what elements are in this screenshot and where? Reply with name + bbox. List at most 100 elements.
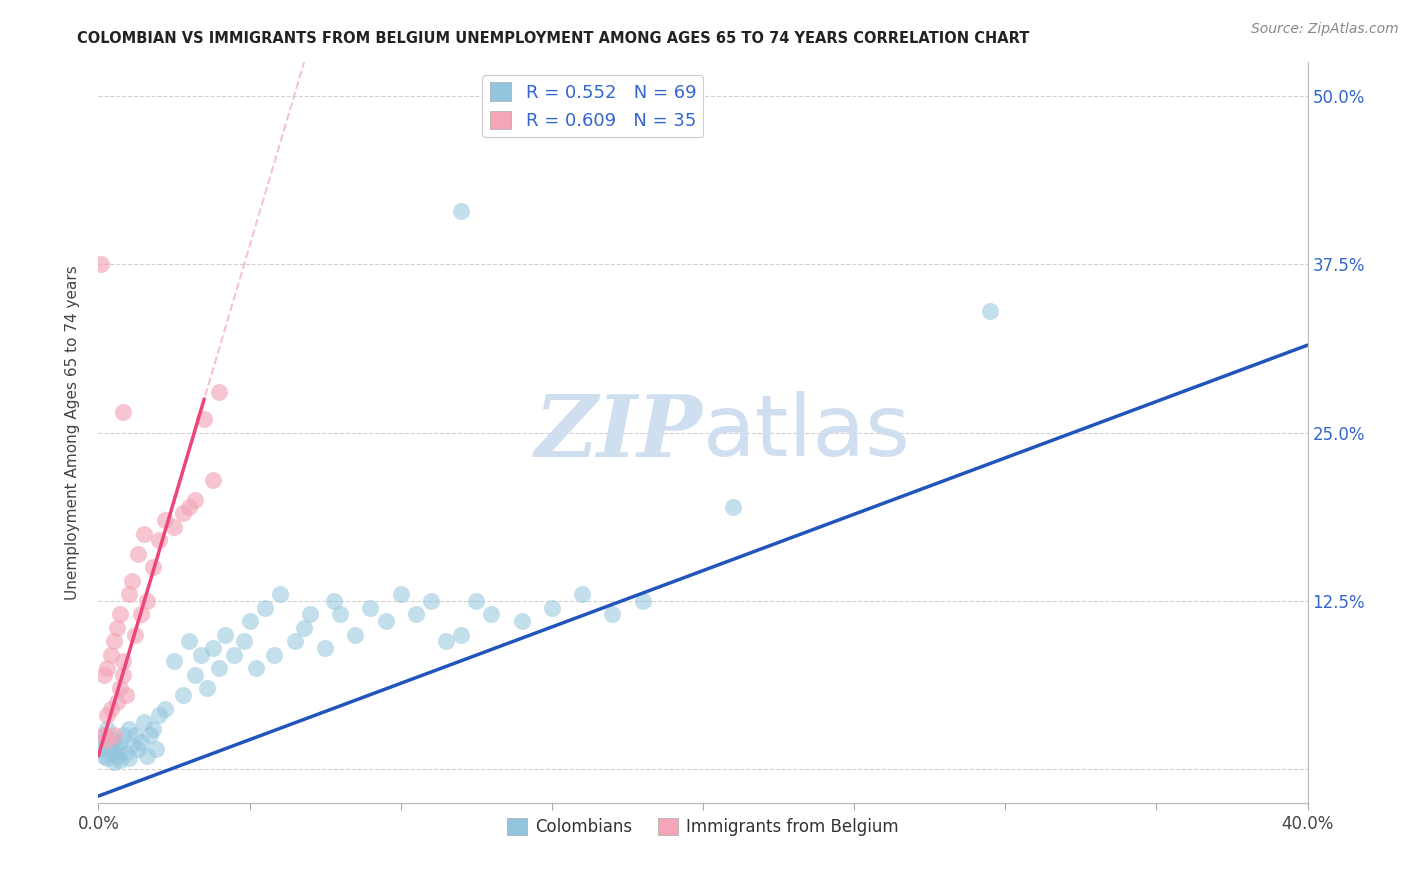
Point — [96, 732, 118, 747]
Point — [465, 594, 488, 608]
Point — [114, 746, 136, 760]
Point — [114, 688, 136, 702]
Point — [263, 648, 285, 662]
Point — [195, 681, 218, 696]
Point — [135, 594, 157, 608]
Point — [374, 614, 396, 628]
Text: ZIP: ZIP — [536, 391, 703, 475]
Point — [172, 688, 194, 702]
Point — [148, 708, 170, 723]
Point — [434, 634, 457, 648]
Point — [111, 405, 134, 419]
Point — [90, 257, 112, 271]
Point — [153, 513, 176, 527]
Point — [979, 304, 1001, 318]
Point — [90, 742, 112, 756]
Point — [100, 648, 122, 662]
Point — [127, 742, 149, 756]
Point — [93, 668, 115, 682]
Point — [214, 627, 236, 641]
Point — [103, 729, 125, 743]
Point — [224, 648, 246, 662]
Point — [103, 756, 125, 770]
Point — [121, 574, 143, 588]
Point — [179, 634, 201, 648]
Point — [540, 600, 562, 615]
Point — [510, 614, 533, 628]
Point — [132, 526, 155, 541]
Point — [111, 655, 134, 669]
Point — [190, 648, 212, 662]
Point — [105, 748, 128, 763]
Point — [723, 500, 745, 514]
Point — [202, 473, 225, 487]
Point — [105, 742, 128, 756]
Point — [239, 614, 262, 628]
Point — [344, 627, 367, 641]
Point — [631, 594, 654, 608]
Point — [127, 547, 149, 561]
Point — [100, 746, 122, 760]
Point — [208, 661, 231, 675]
Point — [269, 587, 291, 601]
Point — [571, 587, 593, 601]
Point — [121, 738, 143, 752]
Point — [129, 607, 152, 622]
Point — [420, 594, 443, 608]
Point — [292, 621, 315, 635]
Point — [96, 708, 118, 723]
Point — [111, 729, 134, 743]
Point — [108, 735, 131, 749]
Point — [139, 729, 162, 743]
Point — [87, 735, 110, 749]
Point — [323, 594, 346, 608]
Point — [148, 533, 170, 548]
Text: Source: ZipAtlas.com: Source: ZipAtlas.com — [1251, 22, 1399, 37]
Point — [93, 729, 115, 743]
Point — [202, 640, 225, 655]
Point — [193, 412, 215, 426]
Point — [299, 607, 322, 622]
Point — [108, 753, 131, 767]
Point — [450, 203, 472, 218]
Point — [108, 607, 131, 622]
Point — [245, 661, 267, 675]
Point — [132, 714, 155, 729]
Point — [118, 751, 141, 765]
Point — [208, 385, 231, 400]
Point — [284, 634, 307, 648]
Point — [142, 560, 165, 574]
Point — [96, 722, 118, 736]
Point — [124, 729, 146, 743]
Point — [145, 742, 167, 756]
Point — [129, 735, 152, 749]
Point — [163, 655, 186, 669]
Point — [105, 695, 128, 709]
Point — [93, 748, 115, 763]
Point — [100, 701, 122, 715]
Point — [135, 748, 157, 763]
Point — [389, 587, 412, 601]
Point — [111, 668, 134, 682]
Point — [172, 507, 194, 521]
Text: atlas: atlas — [703, 391, 911, 475]
Point — [481, 607, 503, 622]
Point — [360, 600, 382, 615]
Y-axis label: Unemployment Among Ages 65 to 74 years: Unemployment Among Ages 65 to 74 years — [65, 265, 80, 600]
Point — [179, 500, 201, 514]
Point — [124, 627, 146, 641]
Point — [405, 607, 427, 622]
Point — [93, 729, 115, 743]
Point — [314, 640, 336, 655]
Point — [96, 751, 118, 765]
Point — [153, 701, 176, 715]
Point — [96, 661, 118, 675]
Point — [450, 627, 472, 641]
Text: COLOMBIAN VS IMMIGRANTS FROM BELGIUM UNEMPLOYMENT AMONG AGES 65 TO 74 YEARS CORR: COLOMBIAN VS IMMIGRANTS FROM BELGIUM UNE… — [77, 31, 1029, 46]
Point — [329, 607, 352, 622]
Point — [602, 607, 624, 622]
Point — [118, 722, 141, 736]
Point — [184, 492, 207, 507]
Legend: Colombians, Immigrants from Belgium: Colombians, Immigrants from Belgium — [501, 811, 905, 843]
Point — [100, 738, 122, 752]
